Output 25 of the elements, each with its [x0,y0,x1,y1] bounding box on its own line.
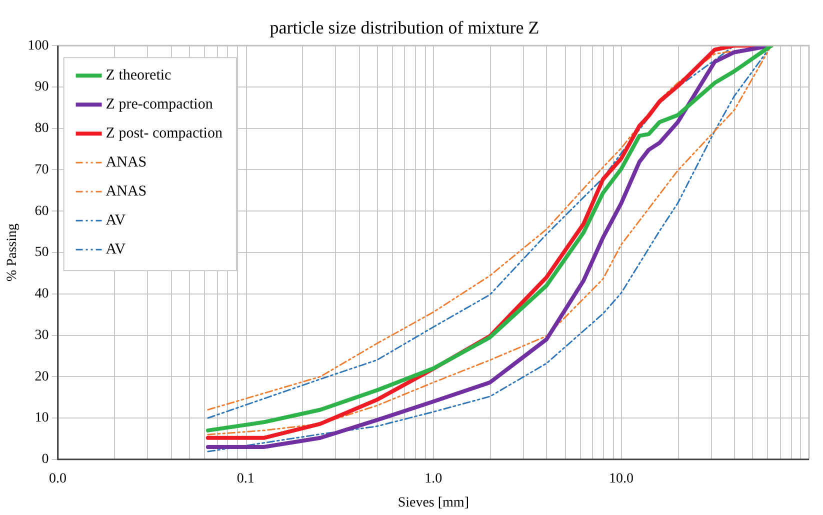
y-tick-label: 90 [34,80,49,95]
y-axis-title: % Passing [5,224,20,282]
x-tick-label: 1.0 [424,471,442,486]
legend-label: Z pre-compaction [106,96,214,113]
y-tick-label: 50 [34,245,49,260]
y-tick-label: 60 [34,204,49,219]
x-tick-label: 10.0 [608,471,634,486]
legend-label: ANAS [106,184,147,200]
y-tick-label: 30 [34,328,49,343]
legend-label: ANAS [106,154,147,171]
y-tick-label: 70 [34,162,49,178]
x-tick-label: 0.1 [236,471,254,486]
legend-label: AV [106,242,126,258]
legend-label: Z theoretic [106,68,172,84]
x-tick-label: 0.0 [49,471,67,486]
y-tick-label: 40 [34,286,49,302]
y-tick-label: 0 [42,452,49,468]
legend-label: Z post- compaction [106,126,223,142]
y-tick-label: 80 [34,121,49,136]
y-tick-label: 10 [34,410,49,426]
y-tick-label: 20 [34,369,49,384]
x-axis-title: Sieves [mm] [398,495,469,510]
legend-label: AV [106,212,126,229]
y-tick-label: 100 [28,38,49,54]
chart-title: particle size distribution of mixture Z [270,18,540,38]
